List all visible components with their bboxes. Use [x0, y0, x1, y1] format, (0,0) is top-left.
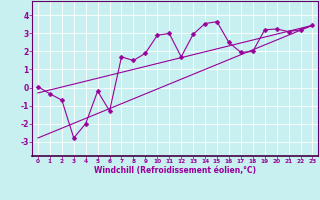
X-axis label: Windchill (Refroidissement éolien,°C): Windchill (Refroidissement éolien,°C)	[94, 166, 256, 175]
